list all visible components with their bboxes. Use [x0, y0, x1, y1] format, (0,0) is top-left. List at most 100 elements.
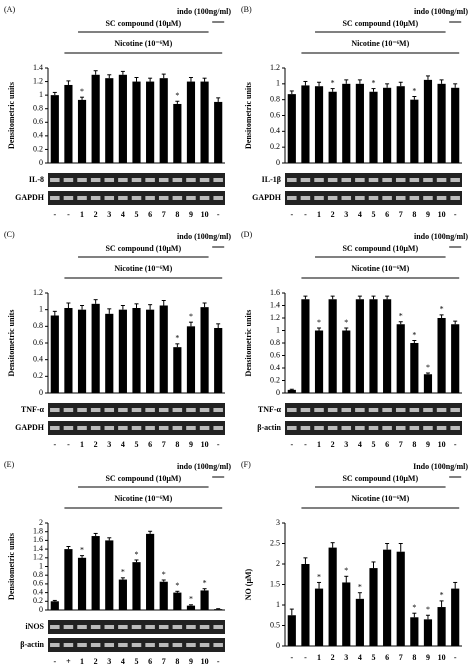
- gel-band: [450, 178, 460, 182]
- x-tick-label: -: [290, 653, 293, 662]
- gel-band: [50, 643, 60, 647]
- gel-band: [172, 625, 183, 629]
- bar: [451, 87, 460, 163]
- gel-band: [158, 178, 169, 182]
- gel-band: [355, 426, 365, 430]
- gel-band: [213, 196, 223, 200]
- y-tick-label: 0.8: [33, 104, 43, 113]
- gel-band: [199, 196, 210, 200]
- gel-band: [368, 178, 379, 182]
- x-tick-label: 3: [344, 210, 348, 219]
- panel-label: (C): [4, 230, 15, 239]
- gel-band: [199, 408, 210, 412]
- gel-label: GAPDH: [252, 193, 282, 202]
- gel-band: [314, 408, 324, 412]
- y-tick-label: 0.5: [270, 620, 280, 629]
- x-tick-label: 8: [412, 653, 416, 662]
- gel-band: [327, 196, 338, 200]
- bar: [132, 308, 141, 393]
- x-tick-label: -: [217, 210, 220, 219]
- gel-band: [145, 625, 155, 629]
- gel-band: [287, 408, 297, 412]
- x-tick-label: 6: [148, 657, 152, 666]
- x-tick-label: 9: [189, 210, 193, 219]
- gel-band: [186, 408, 196, 412]
- bar: [410, 343, 419, 393]
- gel-band: [213, 178, 223, 182]
- x-tick-label: 4: [358, 210, 362, 219]
- bar: [118, 309, 127, 393]
- y-tick-label: 0.2: [270, 375, 280, 384]
- y-tick-label: 1.6: [33, 535, 43, 544]
- x-tick-label: 7: [399, 440, 403, 449]
- y-tick-label: 0.6: [33, 117, 43, 126]
- gel-band: [423, 196, 433, 200]
- y-axis-label: NO (μM): [244, 568, 253, 600]
- bar: [314, 86, 324, 163]
- gel-band: [368, 196, 379, 200]
- gel-band: [90, 408, 101, 412]
- gel-band: [131, 408, 142, 412]
- gel-band: [104, 196, 115, 200]
- x-tick-label: 5: [372, 210, 376, 219]
- gel-band: [409, 178, 420, 182]
- gel-band: [158, 196, 169, 200]
- gel-band: [300, 178, 311, 182]
- x-tick-label: +: [66, 657, 71, 666]
- gel-label: IL-8: [29, 175, 44, 184]
- gel-band: [50, 178, 60, 182]
- gel-band: [90, 643, 101, 647]
- y-tick-label: 0.8: [33, 321, 43, 330]
- gel-band: [77, 196, 87, 200]
- gel-band: [382, 426, 392, 430]
- gel-band: [118, 426, 128, 430]
- bar: [369, 91, 378, 163]
- x-tick-label: 10: [201, 210, 209, 219]
- x-tick-label: -: [454, 210, 457, 219]
- significance: *: [344, 566, 348, 575]
- subtitle: Nicotine (10⁻⁶M): [351, 39, 409, 48]
- bar: [437, 607, 446, 646]
- x-tick-label: 2: [94, 440, 98, 449]
- gel-band: [327, 178, 338, 182]
- bar: [50, 95, 59, 163]
- bar: [159, 78, 168, 163]
- y-tick-label: 0.4: [33, 587, 43, 596]
- gel-band: [409, 196, 420, 200]
- y-tick-label: 0: [276, 641, 280, 650]
- x-tick-label: 2: [331, 653, 335, 662]
- subtitle: Nicotine (10⁻⁶M): [351, 494, 409, 503]
- gel-band: [145, 426, 155, 430]
- gel-band: [327, 426, 338, 430]
- x-tick-label: 6: [385, 653, 389, 662]
- y-tick-label: 0.2: [270, 142, 280, 151]
- y-tick-label: 0.6: [270, 110, 280, 119]
- gel-band: [300, 196, 311, 200]
- x-tick-label: -: [290, 440, 293, 449]
- gel-band: [423, 178, 433, 182]
- y-tick-label: 1.5: [270, 579, 280, 588]
- y-tick-label: 1.4: [270, 300, 280, 309]
- x-tick-label: -: [304, 440, 307, 449]
- gel-band: [118, 408, 128, 412]
- gel-band: [186, 196, 196, 200]
- gel-band: [314, 196, 324, 200]
- x-tick-label: 1: [80, 210, 84, 219]
- x-tick-label: 10: [438, 440, 446, 449]
- bar: [369, 299, 378, 393]
- significance: *: [344, 318, 348, 327]
- bar: [146, 309, 155, 393]
- bar: [173, 103, 182, 163]
- x-tick-label: 9: [189, 440, 193, 449]
- panel-label: (E): [4, 460, 15, 469]
- gel-band: [90, 625, 101, 629]
- gel-band: [50, 625, 60, 629]
- significance: *: [331, 78, 335, 87]
- bar: [301, 299, 310, 393]
- significance: *: [121, 568, 125, 577]
- gel-band: [213, 643, 223, 647]
- annotation: Indo (100ng/ml): [413, 462, 468, 471]
- y-tick-label: 0.4: [270, 363, 280, 372]
- title: SC compound (10μM): [105, 244, 181, 253]
- subtitle: Nicotine (10⁻⁶M): [114, 39, 172, 48]
